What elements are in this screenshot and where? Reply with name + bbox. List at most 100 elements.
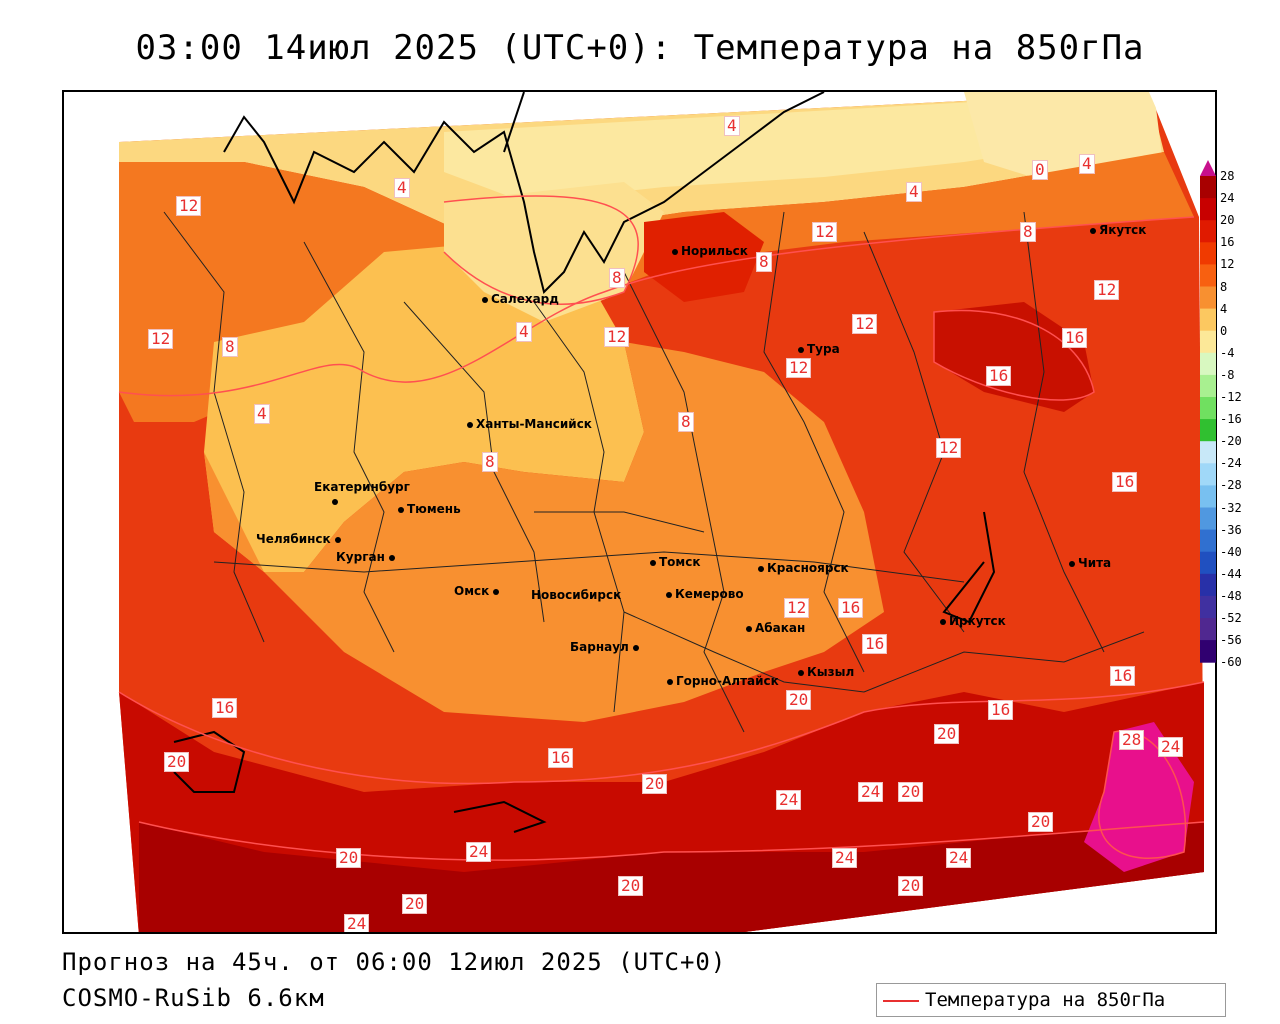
isotherm-label: 16	[212, 698, 238, 718]
isotherm-label: 12	[786, 358, 812, 378]
isotherm-label: 12	[812, 222, 838, 242]
city-label: Кызыл	[807, 665, 855, 679]
isotherm-label: 16	[862, 634, 888, 654]
isotherm-label: 12	[936, 438, 962, 458]
city-dot	[798, 346, 804, 353]
zone-4-8-west	[204, 242, 644, 572]
colorbar-tick-label: -20	[1220, 434, 1242, 449]
city-dot	[650, 559, 656, 566]
city-label: Омск	[454, 584, 490, 598]
zone-16-norilsk	[644, 212, 764, 302]
city-label: Томск	[659, 555, 701, 569]
isotherm-label: 24	[1158, 737, 1184, 757]
isotherm-label: 4	[516, 322, 532, 342]
city-abakan: Абакан	[746, 621, 805, 635]
colorbar-swatch	[1200, 551, 1216, 575]
city-kemerovo: Кемерово	[666, 587, 744, 601]
city-dot	[388, 554, 395, 561]
colorbar-swatch	[1200, 485, 1216, 508]
colorbar-swatch	[1200, 198, 1216, 221]
colorbar-tick-label: -16	[1220, 412, 1242, 427]
city-label: Иркутск	[949, 614, 1006, 628]
colorbar-tick-label: -36	[1220, 522, 1242, 537]
city-irkutsk: Иркутск	[940, 614, 1006, 628]
city-label: Челябинск	[256, 532, 331, 546]
city-dot	[798, 669, 804, 676]
legend-box: Температура на 850гПа	[876, 983, 1226, 1017]
city-yekaterinburg: Екатеринбург	[314, 480, 410, 508]
colorbar-tick-label: 20	[1220, 213, 1235, 228]
city-label: Ханты-Мансийск	[476, 417, 592, 431]
city-label: Тура	[807, 342, 840, 356]
isotherm-label: 8	[222, 337, 238, 357]
colorbar-swatch	[1200, 242, 1216, 265]
isotherm-label: 24	[946, 848, 972, 868]
city-chelyabinsk: Челябинск	[256, 532, 344, 546]
city-chita: Чита	[1069, 556, 1111, 570]
legend-label: Температура на 850гПа	[925, 989, 1166, 1011]
colorbar-swatch	[1200, 419, 1216, 442]
colorbar-tick-label: 0	[1220, 323, 1228, 338]
legend-line-swatch	[883, 1000, 919, 1002]
colorbar-tick-label: 12	[1220, 257, 1235, 272]
isotherm-label: 24	[858, 782, 884, 802]
isotherm-label: 8	[678, 412, 694, 432]
model-name: COSMO-RuSib 6.6км	[62, 984, 325, 1012]
city-dot	[398, 506, 404, 513]
isotherm-label: 8	[609, 268, 625, 288]
colorbar-tick-label: -56	[1220, 633, 1242, 648]
city-dot	[1069, 560, 1075, 567]
colorbar-tick-label: 8	[1220, 279, 1228, 294]
colorbar-swatch	[1200, 573, 1216, 597]
isotherm-label: 28	[1119, 730, 1145, 750]
colorbar-swatch	[1200, 529, 1216, 553]
colorbar-swatch	[1200, 264, 1216, 287]
city-yakutsk: Якутск	[1090, 223, 1146, 237]
city-norilsk: Норильск	[672, 244, 748, 258]
colorbar-tick-label: -48	[1220, 588, 1242, 603]
city-label: Абакан	[755, 621, 806, 635]
admin-borders	[163, 211, 1145, 733]
isotherm-label: 20	[1028, 812, 1054, 832]
colorbar-swatch	[1200, 330, 1216, 354]
city-dot	[482, 296, 488, 303]
colorbar-swatch	[1200, 463, 1216, 486]
city-barnaul: Барнаул	[570, 640, 642, 654]
colorbar-tick-label: -28	[1220, 478, 1242, 493]
isotherm-label: 12	[784, 598, 810, 618]
zone-12-band	[194, 342, 884, 722]
colorbar-swatch	[1200, 374, 1216, 398]
isotherm-label: 16	[1062, 328, 1088, 348]
isotherm-label: 20	[336, 848, 362, 868]
isotherm-label: 16	[988, 700, 1014, 720]
colorbar-tick-label: -4	[1220, 345, 1235, 360]
city-kyzyl: Кызыл	[798, 665, 854, 679]
temperature-map[interactable]: Салехард Норильск Якутск Тура Ханты-Манс…	[62, 90, 1217, 934]
colorbar-tick-label: -8	[1220, 367, 1235, 382]
colorbar	[1200, 160, 1216, 663]
isotherm-label: 12	[148, 329, 174, 349]
colorbar-tick-label: -12	[1220, 390, 1242, 404]
colorbar-swatch	[1200, 397, 1216, 420]
isotherm-label: 4	[1079, 154, 1095, 174]
city-dot	[1090, 227, 1096, 234]
colorbar-swatch	[1200, 595, 1216, 619]
city-label: Новосибирск	[531, 588, 622, 602]
colorbar-swatch	[1200, 220, 1216, 243]
isotherm-label: 24	[344, 914, 370, 932]
isotherm-label: 20	[898, 782, 924, 802]
city-tyumen: Тюмень	[398, 502, 461, 516]
isotherm-label: 4	[724, 116, 740, 136]
isotherm-label: 24	[832, 848, 858, 868]
colorbar-swatch	[1200, 176, 1216, 199]
city-label: Барнаул	[570, 640, 629, 654]
city-label: Норильск	[681, 244, 748, 258]
isotherm-label: 12	[1094, 280, 1120, 300]
city-krasnoyarsk: Красноярск	[758, 561, 849, 575]
city-dot	[334, 536, 341, 543]
outside-domain-left	[64, 92, 119, 932]
isotherm-label: 20	[642, 774, 668, 794]
isotherm-label: 24	[466, 842, 492, 862]
isotherm-label: 8	[1020, 222, 1036, 242]
city-label: Горно-Алтайск	[676, 674, 779, 688]
